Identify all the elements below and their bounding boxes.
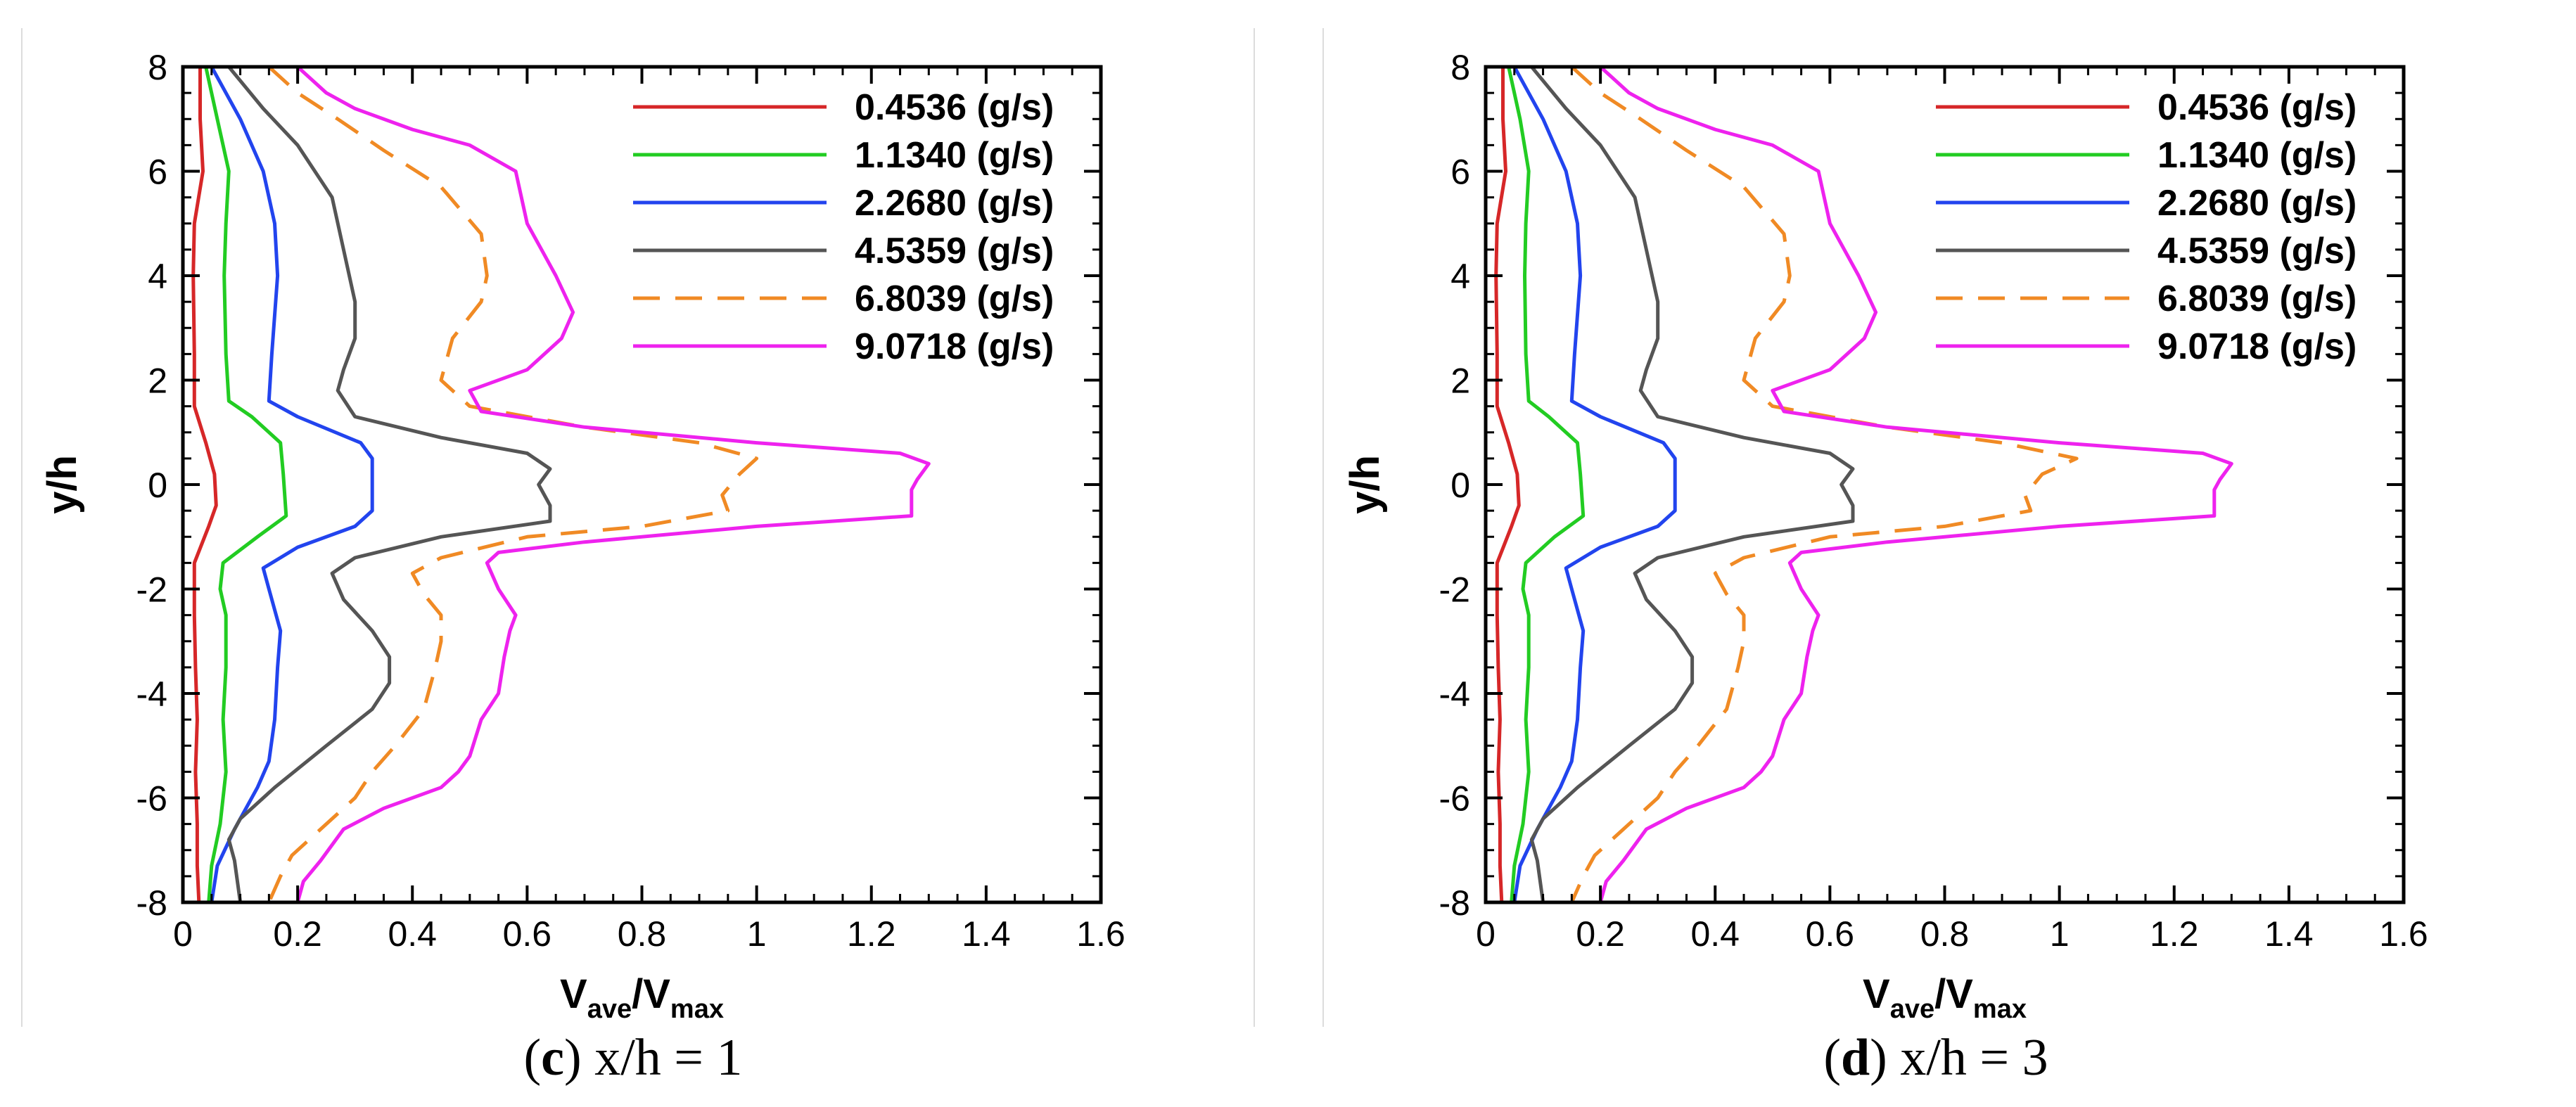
legend-label-0: 0.4536 (g/s): [2157, 87, 2357, 128]
x-tick-label: 1: [747, 914, 767, 954]
legend-label-1: 1.1340 (g/s): [2157, 135, 2357, 176]
y-tick-label: 8: [1450, 48, 1470, 87]
caption-letter: d: [1841, 1029, 1870, 1087]
legend-label-2: 2.2680 (g/s): [855, 183, 1054, 224]
x-tick-label: 1.2: [2150, 914, 2199, 954]
caption-letter: c: [541, 1029, 565, 1087]
y-tick-label: -8: [1439, 883, 1470, 923]
x-tick-label: 1.4: [2264, 914, 2314, 954]
series-line-5: [1598, 67, 2233, 902]
legend-label-4: 6.8039 (g/s): [2157, 279, 2357, 319]
x-tick-label: 0.4: [388, 914, 437, 954]
series-line-4: [267, 67, 759, 902]
x-axis-title: Vave/Vmax: [560, 971, 724, 1024]
panel-divider-right: [1322, 28, 1324, 1027]
legend-label-5: 9.0718 (g/s): [2157, 326, 2357, 367]
y-tick-label: -2: [136, 570, 167, 610]
legend-label-3: 4.5359 (g/s): [855, 231, 1054, 271]
series-line-1: [204, 67, 288, 902]
y-tick-label: -2: [1439, 570, 1470, 610]
x-tick-label: 1.2: [847, 914, 896, 954]
legend-label-4: 6.8039 (g/s): [855, 279, 1054, 319]
y-tick-label: 6: [148, 153, 167, 192]
x-axis: 0 0.2 0.4 0.6 0.8 1 1.2 1.4 1.6: [173, 67, 1126, 954]
y-tick-label: 6: [1450, 153, 1470, 192]
x-tick-label: 0.4: [1690, 914, 1740, 954]
x-tick-label: 1.6: [1076, 914, 1126, 954]
series-line-1: [1507, 67, 1586, 902]
series-line-3: [227, 67, 552, 902]
x-tick-label: 0: [1476, 914, 1496, 954]
series-line-3: [1529, 67, 1855, 902]
y-tick-label: -6: [136, 779, 167, 819]
x-axis-title-part: V: [1863, 971, 1890, 1017]
y-axis: -8 -6 -4 -2 0 2 4 6 8: [1439, 48, 2404, 923]
y-tick-label: -4: [1439, 674, 1470, 714]
x-axis: 0 0.2 0.4 0.6 0.8 1 1.2 1.4 1.6: [1476, 67, 2428, 954]
y-tick-label: -8: [136, 883, 167, 923]
series-group: [1494, 67, 2233, 902]
legend: 0.4536 (g/s) 1.1340 (g/s) 2.2680 (g/s) 4.53…: [1936, 87, 2357, 367]
y-tick-label: 4: [148, 257, 167, 296]
series-group: [191, 67, 931, 902]
caption-c: (c) x/h = 1: [523, 1029, 743, 1087]
y-tick-label: -4: [136, 674, 167, 714]
x-tick-label: 1.6: [2379, 914, 2428, 954]
y-tick-label: 0: [148, 466, 167, 505]
chart-svg-d: 0 0.2 0.4 0.6 0.8 1 1.2 1.4 1.6 -8 -6 -4 -2 0 2 4 6 8 Vave…: [1342, 48, 2428, 1024]
x-tick-label: 0.6: [503, 914, 552, 954]
x-tick-label: 0: [173, 914, 193, 954]
series-line-2: [210, 67, 374, 902]
x-tick-label: 0.2: [273, 914, 322, 954]
chart-svg-c: 0 0.2 0.4 0.6 0.8 1 1.2 1.4 1.6 -8 -6 -4 -2 0 2 4 6 8 Vave…: [39, 48, 1126, 1024]
legend-label-3: 4.5359 (g/s): [2157, 231, 2357, 271]
left-border: [21, 28, 23, 1027]
panel-divider-left: [1254, 28, 1255, 1027]
legend-label-0: 0.4536 (g/s): [855, 87, 1054, 128]
legend-label-5: 9.0718 (g/s): [855, 326, 1054, 367]
y-tick-label: 4: [1450, 257, 1470, 296]
chart-panel-c: 0 0.2 0.4 0.6 0.8 1 1.2 1.4 1.6 -8 -6 -4 -2 0 2 4 6 8 Vave…: [0, 0, 1266, 1107]
x-axis-title-part: /V: [1934, 971, 1973, 1017]
y-axis-title: y/h: [39, 455, 85, 514]
y-tick-label: 0: [1450, 466, 1470, 505]
series-line-5: [295, 67, 931, 902]
x-axis-title-part: ave: [1890, 994, 1934, 1024]
y-tick-label: -6: [1439, 779, 1470, 819]
x-axis-title-part: max: [670, 994, 724, 1024]
x-axis-title: Vave/Vmax: [1863, 971, 2027, 1024]
caption-d: (d) x/h = 3: [1823, 1029, 2048, 1087]
chart-panel-d: 0 0.2 0.4 0.6 0.8 1 1.2 1.4 1.6 -8 -6 -4 -2 0 2 4 6 8 Vave…: [1303, 0, 2569, 1107]
x-axis-title-part: /V: [632, 971, 670, 1017]
caption-text: x/h = 3: [1900, 1029, 2048, 1087]
y-tick-label: 8: [148, 48, 167, 87]
series-line-0: [191, 67, 218, 902]
legend: 0.4536 (g/s) 1.1340 (g/s) 2.2680 (g/s) 4.53…: [633, 87, 1054, 367]
x-axis-title-part: V: [560, 971, 587, 1017]
x-tick-label: 0.8: [1920, 914, 1970, 954]
x-tick-label: 0.2: [1576, 914, 1625, 954]
x-tick-label: 0.8: [618, 914, 667, 954]
x-tick-label: 0.6: [1806, 914, 1855, 954]
caption-text: x/h = 1: [594, 1029, 743, 1087]
legend-label-1: 1.1340 (g/s): [855, 135, 1054, 176]
y-tick-label: 2: [148, 361, 167, 401]
x-axis-title-part: ave: [587, 994, 632, 1024]
series-line-2: [1512, 67, 1677, 902]
x-axis-title-part: max: [1973, 994, 2027, 1024]
y-tick-label: 2: [1450, 361, 1470, 401]
x-tick-label: 1.4: [962, 914, 1011, 954]
x-tick-label: 1: [2050, 914, 2070, 954]
series-line-0: [1494, 67, 1521, 902]
y-axis: -8 -6 -4 -2 0 2 4 6 8: [136, 48, 1101, 923]
legend-label-2: 2.2680 (g/s): [2157, 183, 2357, 224]
y-axis-title: y/h: [1342, 455, 1388, 514]
series-line-4: [1570, 67, 2079, 902]
